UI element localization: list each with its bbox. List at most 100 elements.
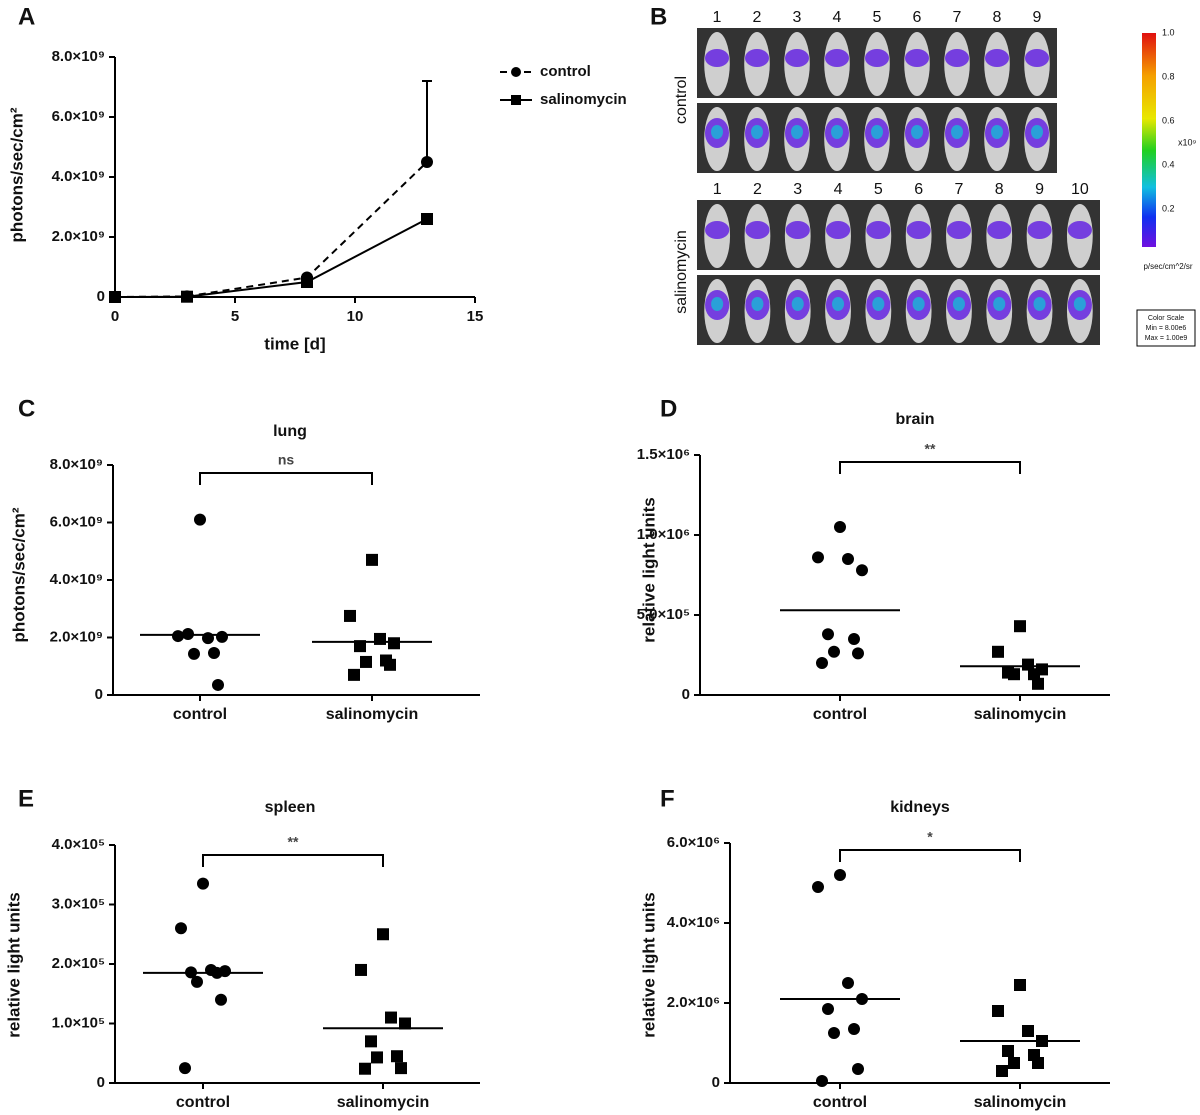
square-marker xyxy=(384,658,396,671)
square-marker xyxy=(388,637,400,650)
circle-marker xyxy=(172,630,184,643)
square-marker xyxy=(344,609,356,622)
signal-core xyxy=(993,297,1006,311)
circle-marker xyxy=(208,647,220,660)
panel-letter: B xyxy=(650,3,667,30)
mouse-number: 10 xyxy=(1071,181,1089,198)
y-tick-label: 2.0×10⁵ xyxy=(52,955,105,972)
mouse-number: 6 xyxy=(914,181,923,198)
scale-box-line: Max = 1.00e9 xyxy=(1145,335,1188,342)
square-marker xyxy=(1022,658,1034,671)
y-tick-label: 8.0×10⁹ xyxy=(52,48,105,65)
mouse-number: 8 xyxy=(995,181,1004,198)
panel-letter: D xyxy=(660,395,677,422)
signal-core xyxy=(791,125,803,139)
signal-core xyxy=(1031,125,1043,139)
y-axis-label: photons/sec/cm² xyxy=(7,107,26,242)
signal-core xyxy=(872,297,885,311)
y-tick-label: 1.0×10⁵ xyxy=(52,1014,105,1031)
signal xyxy=(785,49,809,67)
significance-bracket xyxy=(839,461,1021,474)
signal-core xyxy=(1073,297,1086,311)
significance-label: * xyxy=(927,829,933,845)
panel-letter: A xyxy=(18,3,35,30)
circle-marker xyxy=(834,869,846,881)
signal xyxy=(1025,49,1049,67)
signal xyxy=(906,221,931,239)
signal-core xyxy=(791,297,804,311)
signal xyxy=(945,49,969,67)
x-tick-label: 0 xyxy=(111,308,119,325)
signal-core xyxy=(711,297,724,311)
circle-marker xyxy=(816,657,828,669)
series-line xyxy=(114,218,428,298)
square-marker xyxy=(354,640,366,653)
colorbar xyxy=(1142,33,1156,247)
x-tick-label: salinomycin xyxy=(337,1094,429,1111)
square-marker xyxy=(1008,668,1020,681)
y-tick-label: 0 xyxy=(97,288,105,305)
signal xyxy=(1067,221,1092,239)
x-tick-label: 5 xyxy=(231,308,239,325)
significance-label: ns xyxy=(278,452,295,468)
signal-core xyxy=(911,125,923,139)
x-axis-label: time [d] xyxy=(264,334,325,353)
legend-label: salinomycin xyxy=(540,91,627,108)
signal xyxy=(866,221,891,239)
circle-marker xyxy=(828,645,840,658)
circle-marker xyxy=(215,993,227,1006)
signal-core xyxy=(952,297,965,311)
signal xyxy=(745,49,769,67)
signal xyxy=(745,221,770,239)
signal-core xyxy=(871,125,883,139)
y-tick-label: 4.0×10⁹ xyxy=(52,168,105,185)
significance-bracket xyxy=(202,854,384,867)
square-marker xyxy=(1028,668,1040,681)
circle-marker xyxy=(822,1003,834,1015)
signal-core xyxy=(951,125,963,139)
signal xyxy=(985,49,1009,67)
square-marker xyxy=(1022,1025,1034,1037)
square-marker xyxy=(1008,1057,1020,1069)
circle-marker xyxy=(852,1063,864,1075)
signal-core xyxy=(991,125,1003,139)
scale-box-line: Color Scale xyxy=(1148,315,1184,322)
x-tick-label: control xyxy=(173,706,227,723)
square-marker xyxy=(421,213,433,225)
signal xyxy=(905,49,929,67)
x-tick-label: control xyxy=(176,1094,230,1111)
mouse-number: 3 xyxy=(793,181,802,198)
signal xyxy=(825,49,849,67)
circle-marker xyxy=(848,633,860,645)
circle-marker xyxy=(812,881,824,893)
signal xyxy=(865,49,889,67)
circle-marker xyxy=(175,922,187,935)
circle-marker xyxy=(179,1062,191,1075)
colorbar-tick: 1.0 xyxy=(1162,27,1175,37)
signal-core xyxy=(832,297,845,311)
significance-label: ** xyxy=(925,441,936,457)
square-marker xyxy=(385,1011,397,1024)
group-label: salinomycin xyxy=(673,230,690,314)
square-marker xyxy=(395,1062,407,1075)
circle-marker xyxy=(202,632,214,645)
chart-title: brain xyxy=(895,411,934,428)
mouse-number: 9 xyxy=(1033,9,1042,26)
x-tick-label: 15 xyxy=(467,308,484,325)
legend-marker xyxy=(511,95,521,105)
square-marker xyxy=(371,1051,383,1064)
square-marker xyxy=(1002,1045,1014,1057)
signal xyxy=(946,221,972,239)
square-marker xyxy=(348,668,360,681)
y-tick-label: 6.0×10⁹ xyxy=(52,108,105,125)
square-marker xyxy=(996,1065,1008,1077)
chart-title: spleen xyxy=(265,799,316,816)
circle-marker xyxy=(822,628,834,641)
signal-core xyxy=(751,297,764,311)
square-marker xyxy=(366,553,378,566)
mouse-number: 7 xyxy=(953,9,962,26)
square-marker xyxy=(1032,677,1044,690)
y-tick-label: 4.0×10⁶ xyxy=(667,914,720,931)
mouse-number: 5 xyxy=(873,9,882,26)
